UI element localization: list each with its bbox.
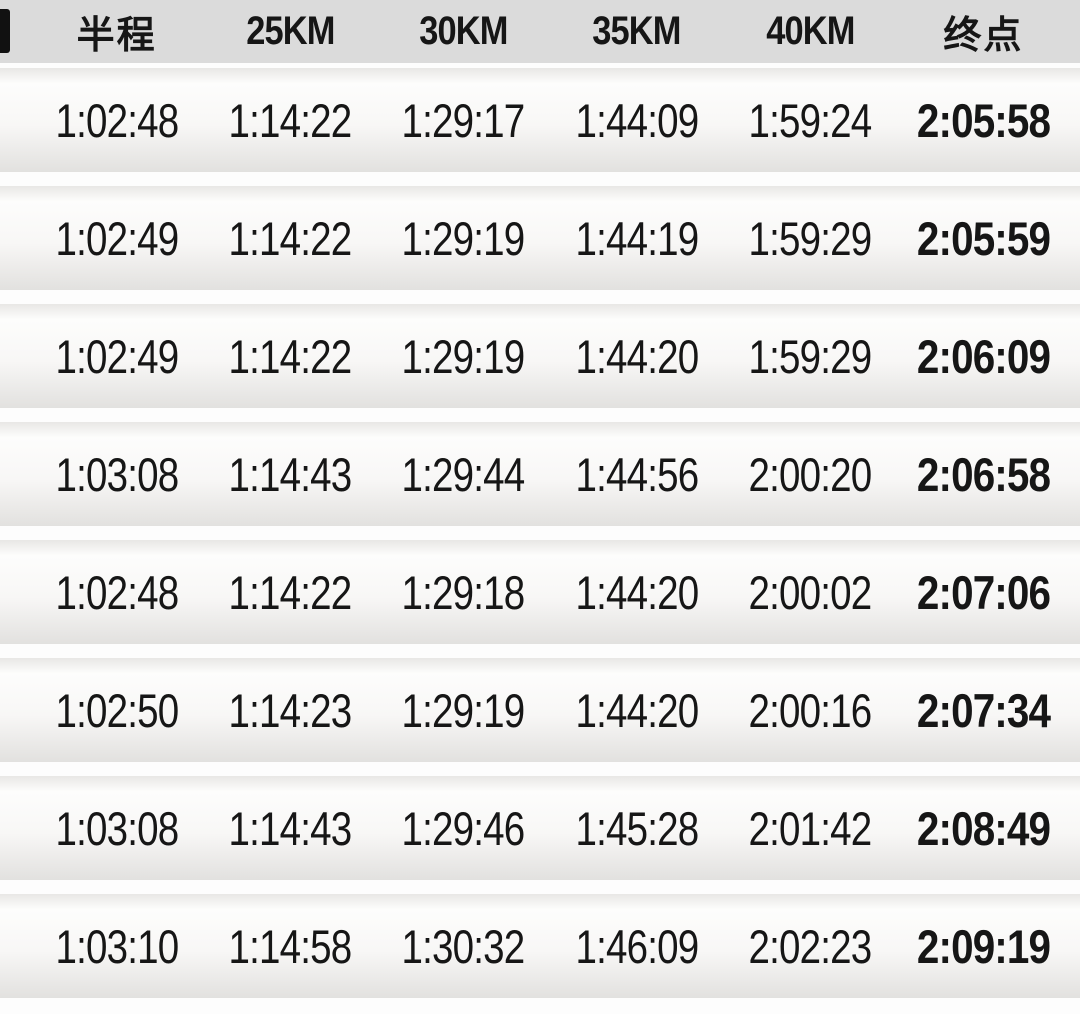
split-time-cell: 1:14:22 [228, 211, 353, 265]
column-header-25km: 25KM [245, 9, 335, 53]
table-header-row: 半程 25KM 30KM 35KM 40KM 终点 [0, 0, 1080, 63]
split-time-cell: 1:14:43 [228, 801, 353, 855]
finish-time-cell: 2:05:59 [916, 211, 1051, 265]
split-time-cell: 1:29:44 [401, 447, 526, 501]
result-row: 1:03:08 1:14:43 1:29:46 1:45:28 2:01:42 … [0, 776, 1080, 880]
split-time-cell: 1:14:43 [228, 447, 353, 501]
split-time-cell: 1:02:49 [55, 211, 179, 265]
split-time-cell: 1:29:17 [401, 93, 526, 147]
result-row: 1:02:49 1:14:22 1:29:19 1:44:20 1:59:29 … [0, 304, 1080, 408]
split-time-cell: 1:44:09 [575, 93, 699, 147]
finish-time-cell: 2:05:58 [916, 93, 1051, 147]
split-time-cell: 1:44:56 [575, 447, 699, 501]
finish-time-cell: 2:07:34 [916, 683, 1051, 737]
split-time-cell: 2:00:02 [748, 565, 873, 619]
finish-time-cell: 2:06:58 [916, 447, 1051, 501]
finish-time-cell: 2:07:06 [916, 565, 1051, 619]
split-time-cell: 1:02:49 [55, 329, 179, 383]
split-time-cell: 1:14:58 [228, 919, 353, 973]
split-time-cell: 1:44:20 [575, 329, 699, 383]
split-time-cell: 1:03:08 [55, 801, 179, 855]
result-row: 1:02:50 1:14:23 1:29:19 1:44:20 2:00:16 … [0, 658, 1080, 762]
split-time-cell: 1:29:18 [401, 565, 526, 619]
split-time-cell: 1:03:08 [55, 447, 179, 501]
finish-time-cell: 2:09:19 [916, 919, 1051, 973]
split-time-cell: 2:00:20 [748, 447, 873, 501]
split-time-cell: 1:02:48 [55, 93, 179, 147]
split-time-cell: 1:45:28 [575, 801, 699, 855]
column-header-halfway: 半程 [76, 15, 157, 57]
result-row: 1:03:08 1:14:43 1:29:44 1:44:56 2:00:20 … [0, 422, 1080, 526]
column-header-40km: 40KM [765, 9, 855, 53]
split-time-cell: 1:02:48 [55, 565, 179, 619]
result-row: 1:02:48 1:14:22 1:29:18 1:44:20 2:00:02 … [0, 540, 1080, 644]
split-time-cell: 1:14:22 [228, 565, 353, 619]
split-time-cell: 2:01:42 [748, 801, 873, 855]
result-row: 1:02:49 1:14:22 1:29:19 1:44:19 1:59:29 … [0, 186, 1080, 290]
split-time-cell: 1:14:23 [228, 683, 353, 737]
split-time-cell: 1:44:20 [575, 683, 699, 737]
split-time-cell: 1:03:10 [55, 919, 179, 973]
finish-time-cell: 2:06:09 [916, 329, 1051, 383]
column-header-finish: 终点 [943, 15, 1024, 57]
split-time-cell: 1:29:19 [401, 211, 526, 265]
split-time-cell: 1:29:46 [401, 801, 526, 855]
result-row: 1:02:48 1:14:22 1:29:17 1:44:09 1:59:24 … [0, 68, 1080, 172]
split-time-cell: 1:59:29 [748, 329, 873, 383]
cutoff-glyph-bar [0, 9, 10, 53]
split-time-cell: 1:44:19 [575, 211, 699, 265]
column-header-30km: 30KM [419, 9, 508, 53]
finish-time-cell: 2:08:49 [916, 801, 1051, 855]
split-time-cell: 1:02:50 [55, 683, 179, 737]
column-header-35km: 35KM [592, 9, 681, 53]
split-time-cell: 1:44:20 [575, 565, 699, 619]
result-row: 1:03:10 1:14:58 1:30:32 1:46:09 2:02:23 … [0, 894, 1080, 998]
split-time-cell: 1:30:32 [401, 919, 526, 973]
split-time-cell: 1:59:24 [748, 93, 873, 147]
split-time-cell: 1:14:22 [228, 93, 353, 147]
split-time-cell: 2:00:16 [748, 683, 873, 737]
split-time-cell: 1:46:09 [575, 919, 699, 973]
split-time-cell: 1:29:19 [401, 683, 526, 737]
split-time-cell: 2:02:23 [748, 919, 873, 973]
split-time-cell: 1:29:19 [401, 329, 526, 383]
split-time-cell: 1:14:22 [228, 329, 353, 383]
results-list: 1:02:48 1:14:22 1:29:17 1:44:09 1:59:24 … [0, 63, 1080, 998]
split-time-cell: 1:59:29 [748, 211, 873, 265]
